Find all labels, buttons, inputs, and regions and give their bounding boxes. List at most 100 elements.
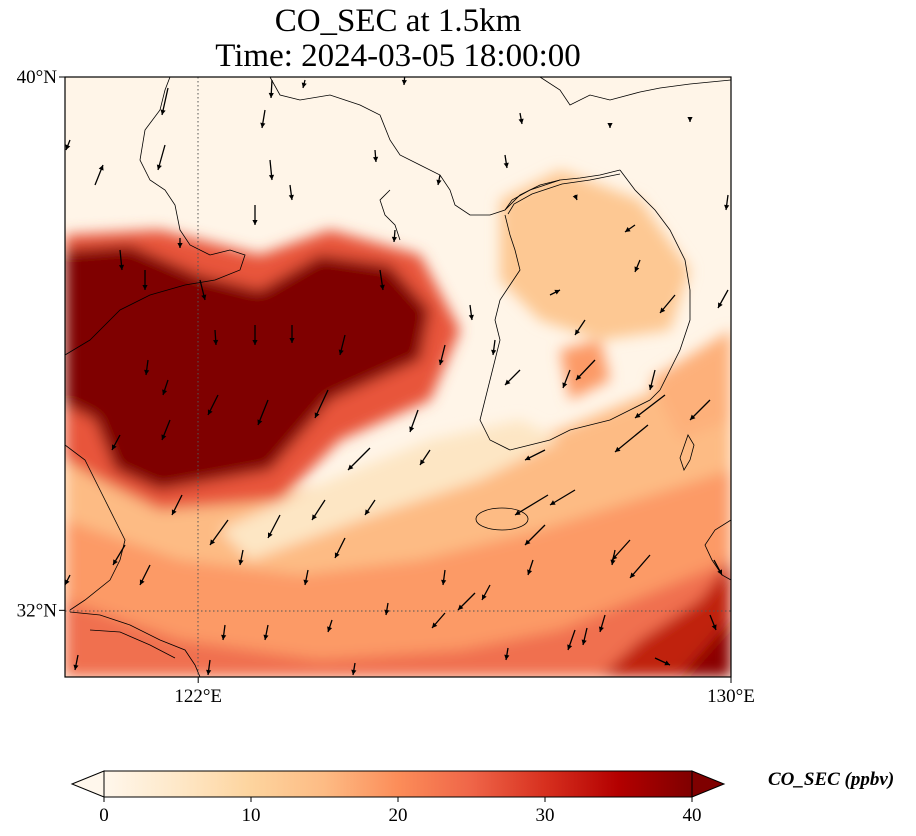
wind-vector-head	[518, 118, 524, 124]
wind-vector-head	[384, 609, 390, 615]
wind-vector-shaft	[634, 394, 666, 419]
gridlines	[65, 77, 731, 677]
wind-vector-head	[334, 552, 340, 558]
wind-vector-head	[554, 289, 560, 295]
wind-vector-head	[648, 384, 654, 390]
wind-vector-head	[289, 338, 295, 343]
axis-ticks: 40°N 32°N 122°E 130°E	[17, 67, 755, 707]
colorbar-tick-label: 40	[683, 805, 702, 826]
wind-vector-shaft	[514, 494, 549, 516]
wind-vector-head	[504, 654, 510, 660]
wind-vector-head	[634, 266, 640, 272]
coastlines	[65, 77, 731, 677]
wind-vector-head	[301, 82, 307, 88]
wind-vector-head	[401, 79, 407, 85]
wind-vector-head	[482, 594, 487, 600]
wind-vector-head	[160, 109, 166, 115]
wind-vector-head	[635, 412, 641, 418]
wind-vector-head	[312, 514, 317, 520]
wind-vector-head	[515, 510, 521, 515]
wind-vector-head	[314, 412, 320, 418]
wind-vector-head	[113, 559, 118, 565]
wind-vector-head	[177, 243, 183, 248]
wind-vector-head	[142, 285, 148, 290]
wind-vector-head	[139, 579, 145, 585]
wind-vector-head	[156, 164, 162, 170]
wind-vector-head	[327, 626, 333, 632]
colorbar-ticks: 0 10 20 30 40	[99, 797, 702, 826]
wind-vector-head	[379, 284, 385, 290]
wind-vector-head	[365, 509, 370, 515]
wind-vector-shaft	[614, 424, 649, 453]
wind-vector-head	[263, 634, 269, 640]
wind-vector-head	[348, 464, 354, 470]
lon-tick-label: 130°E	[707, 686, 755, 707]
wind-vector-head	[420, 459, 425, 465]
wind-vector-head	[213, 339, 219, 345]
colorbar-gradient	[104, 771, 692, 797]
wind-vector-head	[598, 626, 604, 632]
wind-vector-head	[525, 539, 531, 545]
wind-vector-head	[206, 669, 212, 675]
wind-vector-head	[625, 227, 631, 232]
wind-vector-head	[687, 117, 693, 122]
wind-vector-head	[572, 194, 578, 200]
wind-vector-head	[527, 569, 533, 575]
concentration-field	[65, 77, 731, 677]
colorbar-tick-label: 30	[536, 805, 555, 826]
wind-vector-head	[438, 359, 444, 365]
wind-vector-head	[525, 455, 531, 461]
wind-vector-head	[372, 156, 379, 162]
wind-vector-head	[351, 669, 357, 675]
lat-tick-label: 40°N	[17, 67, 58, 88]
wind-vector-head	[711, 624, 717, 630]
colorbar: 0 10 20 30 40	[70, 770, 726, 826]
wind-vector-head	[252, 220, 258, 225]
wind-vector-head	[562, 382, 568, 388]
wind-vector-head	[118, 264, 125, 270]
wind-vector-shaft	[347, 447, 371, 471]
wind-vector-head	[65, 579, 70, 585]
wind-vector-shaft	[314, 389, 329, 419]
wind-vector-head	[432, 622, 438, 628]
colorbar-tick-label: 0	[99, 805, 109, 826]
wind-vector-head	[690, 414, 696, 420]
plot-title: CO_SEC at 1.5km Time: 2024-03-05 18:00:0…	[0, 4, 796, 74]
wind-vector-head	[65, 144, 71, 150]
wind-vector-head	[567, 644, 573, 650]
wind-vector-head	[505, 379, 511, 385]
wind-vector-head	[607, 123, 613, 128]
wind-vector-head	[576, 374, 582, 380]
wind-vectors	[65, 77, 730, 676]
lat-tick-label: 32°N	[17, 600, 58, 621]
wind-vector-head	[260, 122, 266, 128]
title-line-1: CO_SEC at 1.5km	[274, 3, 522, 39]
wind-vector-head	[581, 639, 587, 645]
wind-vector-head	[207, 409, 213, 415]
wind-vector-head	[615, 446, 621, 452]
colorbar-tick-label: 20	[389, 805, 408, 826]
wind-vector-head	[303, 579, 309, 585]
wind-vector-head	[724, 204, 730, 210]
wind-vector-head	[252, 340, 258, 345]
colorbar-extend-max	[691, 770, 726, 798]
wind-vector-head	[630, 572, 636, 578]
wind-vector-head	[575, 329, 580, 335]
wind-vector-head	[409, 426, 415, 432]
wind-vector-head	[717, 569, 722, 575]
wind-vector-head	[664, 660, 670, 666]
wind-vector-head	[391, 236, 398, 242]
wind-vector-head	[338, 349, 344, 355]
wind-vector-head	[112, 444, 117, 450]
wind-vector-head	[268, 174, 275, 180]
wind-vector-head	[610, 559, 616, 565]
lon-tick-label: 122°E	[174, 686, 222, 707]
wind-vector-head	[660, 307, 666, 313]
colorbar-tick-label: 10	[242, 805, 261, 826]
colorbar-extend-min	[70, 770, 105, 798]
wind-vector-head	[238, 559, 244, 565]
wind-vector-head	[210, 539, 216, 545]
wind-vector-head	[268, 92, 274, 98]
wind-vector-head	[468, 314, 474, 320]
